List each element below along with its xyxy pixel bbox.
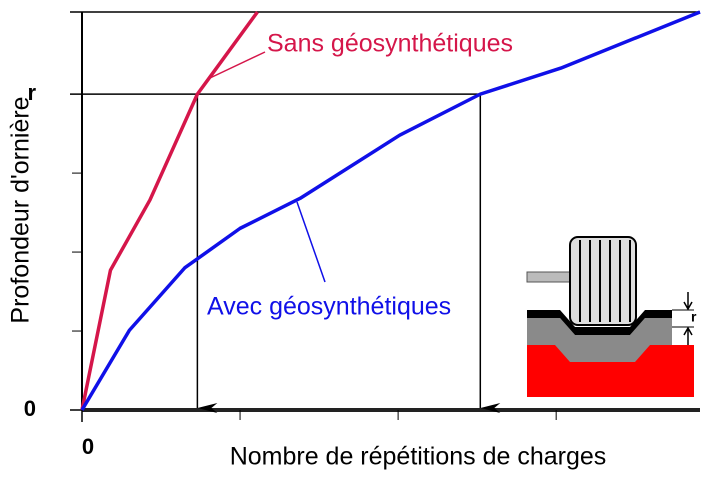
inset-label: r: [691, 309, 697, 325]
y-tick-label: 0: [24, 396, 36, 421]
chart: Nombre de répétitions de charges Profond…: [0, 0, 702, 473]
x-axis-label: Nombre de répétitions de charges: [230, 443, 607, 471]
leader-line: [297, 202, 325, 282]
y-axis-label: Profondeur d'ornière: [7, 96, 35, 323]
series-label: Avec géosynthétiques: [207, 293, 451, 321]
x-tick-label: 0: [82, 434, 94, 459]
y-tick-label: r: [27, 80, 36, 105]
data-line: [82, 12, 257, 410]
series-label: Sans géosynthétiques: [267, 30, 513, 58]
inset: r: [527, 237, 697, 397]
